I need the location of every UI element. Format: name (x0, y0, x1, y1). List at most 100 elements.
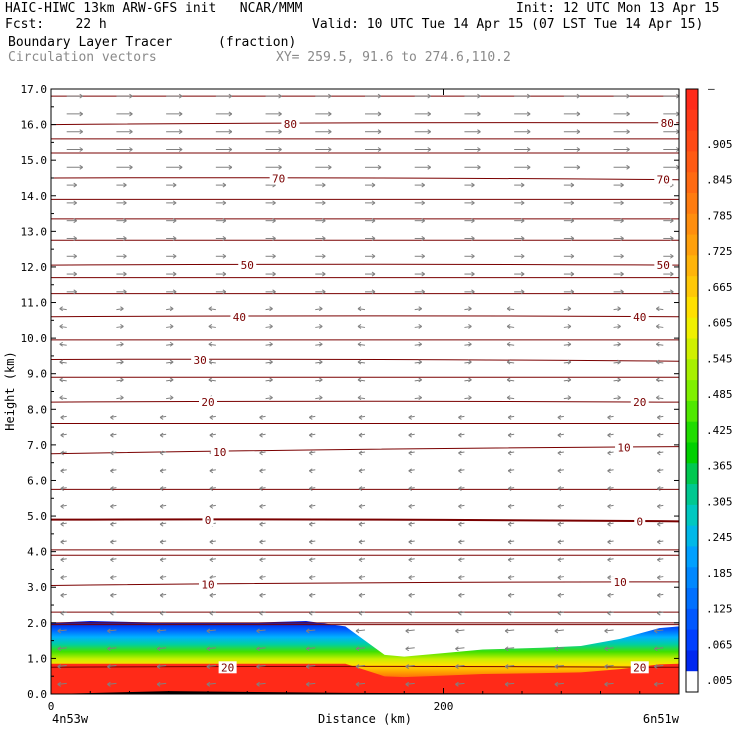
colorbar-swatch (686, 671, 698, 693)
wind-vector-head (471, 182, 475, 188)
wind-vector (604, 629, 614, 632)
wind-vector-head (123, 271, 127, 277)
wind-vector (265, 308, 273, 311)
wind-vector-head (79, 147, 83, 152)
wind-vector-head (60, 503, 64, 509)
wind-vector-head (59, 341, 63, 347)
wind-vector-head (156, 681, 161, 687)
wind-vector-head (172, 271, 177, 277)
colorbar-swatch (686, 546, 698, 568)
wind-vector-head (306, 628, 310, 634)
wind-vector (654, 629, 664, 632)
y-tick-label: 6.0 (27, 474, 47, 487)
wind-vector-head (319, 395, 323, 401)
wind-vector-head (626, 129, 630, 135)
wind-vector-head (570, 271, 575, 277)
wind-vector (563, 343, 571, 346)
field-units: (fraction) (218, 35, 297, 50)
wind-vector-head (418, 341, 422, 347)
wind-vector-head (73, 253, 77, 259)
wind-vector-head (557, 592, 562, 598)
wind-vector-head (172, 289, 177, 295)
x-left-endpoint-label: 4n53w (52, 712, 89, 726)
wind-vector (57, 629, 67, 632)
wind-vector-head (526, 111, 531, 117)
wind-vector-head (421, 218, 425, 224)
forecast-hour: Fcst: 22 h (5, 17, 107, 32)
wind-vector-head (570, 218, 575, 224)
wind-vector-head (477, 147, 481, 152)
colorbar-label: .065 (706, 638, 733, 651)
wind-vector-head (358, 468, 363, 474)
wind-vector-head (358, 432, 363, 438)
wind-vector-head (455, 646, 459, 652)
wind-vector-head (657, 414, 661, 420)
wind-vector-head (670, 218, 674, 224)
colorbar-label: .185 (706, 567, 733, 580)
wind-vector-head (57, 681, 61, 687)
wind-vector-head (507, 575, 512, 580)
wind-vector-head (377, 93, 382, 99)
wind-vector-head (358, 610, 363, 616)
wind-vector-head (209, 432, 214, 438)
wind-vector-head (477, 129, 481, 135)
init-time: Init: 12 UTC Mon 13 Apr 15 (516, 1, 720, 16)
wind-vector-head (228, 93, 233, 99)
wind-vector-head (620, 236, 624, 241)
wind-vector-head (607, 450, 611, 456)
wind-vector-head (607, 414, 611, 420)
wind-vector (166, 308, 174, 311)
wind-vector-head (657, 539, 661, 545)
colorbar-frame (685, 88, 699, 693)
wind-vector-head (169, 324, 174, 329)
wind-vector-head (570, 253, 575, 259)
y-tick-label: 14.0 (21, 190, 48, 203)
wind-vector-head (259, 539, 263, 545)
wind-vector-head (169, 341, 174, 347)
wind-vector-head (455, 664, 459, 669)
wind-vector-head (159, 414, 164, 420)
contour-label-bg (630, 396, 649, 409)
tracer-field (51, 621, 679, 694)
wind-vector-head (520, 218, 525, 224)
wind-vector-head (504, 681, 509, 687)
wind-vector (654, 682, 664, 685)
wind-vector-head (657, 486, 661, 492)
wind-vector-head (408, 610, 412, 616)
wind-vector-head (657, 557, 661, 563)
wind-vector-head (256, 646, 260, 652)
wind-vector (357, 308, 366, 311)
wind-vector-head (159, 557, 164, 563)
wind-vector-head (620, 289, 624, 295)
colorbar-swatch (686, 276, 698, 298)
contour-label-bg (210, 445, 229, 458)
wind-vector-head (458, 450, 462, 456)
wind-vector-head (123, 236, 127, 241)
wind-vector (507, 397, 515, 400)
wind-vector (563, 325, 571, 328)
wind-vector (604, 665, 614, 668)
contour-label: 10 (213, 446, 226, 459)
wind-vector-head (567, 341, 572, 347)
wind-vector-head (355, 628, 360, 634)
wind-vector-head (355, 681, 360, 687)
wind-vector (116, 361, 124, 364)
wind-vector-head (656, 395, 660, 401)
wind-vector-head (60, 414, 64, 420)
field-name: Boundary Layer Tracer (8, 35, 173, 50)
wind-vector-head (322, 271, 326, 277)
colorbar-swatch (686, 234, 698, 256)
y-tick-label: 9.0 (27, 368, 47, 381)
colorbar-label: .305 (706, 495, 733, 508)
wind-vector (357, 325, 366, 328)
wind-vector-head (657, 610, 661, 616)
wind-vector-head (607, 539, 611, 545)
wind-vector-head (159, 468, 164, 474)
wind-vector-head (526, 93, 531, 99)
wind-vector-head (458, 539, 462, 545)
colorbar-swatch (686, 608, 698, 631)
wind-vector-head (206, 646, 211, 652)
colorbar-swatch (686, 380, 698, 402)
wind-vector (563, 361, 571, 364)
contour-label-bg (634, 515, 646, 528)
